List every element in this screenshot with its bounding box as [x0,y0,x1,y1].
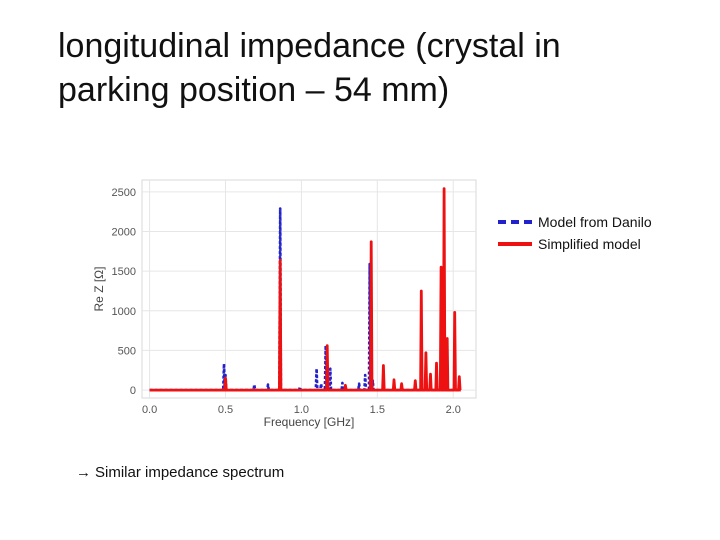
peak-point-simplified-model [383,365,384,366]
series-line-simplified-model [149,187,462,392]
legend-item-model-from-danilo: Model from Danilo [498,211,713,233]
peak-point-simplified-model [345,385,346,386]
peak-point-model-from-danilo [321,383,322,384]
peak-point-model-from-danilo [359,383,360,384]
peak-point-model-from-danilo [365,374,366,375]
peak-point-model-from-danilo [223,363,224,364]
peak-point-simplified-model [430,374,431,375]
peak-point-simplified-model [459,376,460,377]
y-tick-label: 0 [130,385,136,397]
legend-label-model-from-danilo: Model from Danilo [538,214,652,230]
peak-point-simplified-model [444,188,445,189]
x-tick-label: 0.0 [142,404,157,416]
chart-legend: Model from Danilo Simplified model [498,211,713,255]
series-line-model-from-danilo [149,207,461,392]
x-axis-label: Frequency [GHz] [264,415,355,429]
arrow-right-icon: → [76,464,91,481]
x-tick-label: 1.0 [294,404,309,416]
y-tick-label: 2500 [112,187,136,199]
slide-title: longitudinal impedance (crystal in parki… [58,27,561,109]
legend-swatch-dashed-blue [498,220,532,224]
peak-point-simplified-model [225,378,226,379]
x-tick-label: 0.5 [218,404,233,416]
tick-labels: 0 500 1000 1500 2000 2500 0.0 0.5 1.0 1.5 2.0 [112,187,461,416]
conclusion-note: → Similar impedance spectrum [76,464,284,481]
peak-point-simplified-model [371,241,372,242]
peak-point-model-from-danilo [254,384,255,385]
legend-swatch-solid-red [498,242,532,246]
y-tick-label: 500 [118,345,136,357]
peak-point-simplified-model [280,260,281,261]
peak-point-simplified-model [454,312,455,313]
peak-point-simplified-model [421,290,422,291]
peak-point-simplified-model [393,379,394,380]
series-layer [149,187,462,392]
peak-point-model-from-danilo [299,386,300,387]
x-tick-label: 1.5 [370,404,385,416]
peak-point-simplified-model [327,345,328,346]
peak-point-model-from-danilo [225,374,226,375]
y-axis-label: Re Z [Ω] [92,267,106,312]
x-tick-label: 2.0 [446,404,461,416]
y-tick-label: 1500 [112,266,136,278]
peak-point-simplified-model [415,380,416,381]
y-tick-label: 1000 [112,306,136,318]
peak-point-model-from-danilo [316,368,317,369]
peak-point-model-from-danilo [280,208,281,209]
peak-point-simplified-model [436,363,437,364]
peak-point-simplified-model [441,267,442,268]
peak-point-model-from-danilo [267,384,268,385]
peak-point-simplified-model [447,338,448,339]
legend-label-simplified-model: Simplified model [538,236,641,252]
impedance-chart: 0 500 1000 1500 2000 2500 0.0 0.5 1.0 1.5 2.0 Freq… [88,174,488,434]
peak-point-model-from-danilo [342,382,343,383]
peak-point-model-from-danilo [330,368,331,369]
peak-point-simplified-model [425,352,426,353]
peak-point-simplified-model [401,383,402,384]
legend-item-simplified-model: Simplified model [498,233,713,255]
conclusion-text: Similar impedance spectrum [95,464,285,481]
y-tick-label: 2000 [112,227,136,239]
impedance-chart-svg: 0 500 1000 1500 2000 2500 0.0 0.5 1.0 1.5 2.0 Freq… [92,179,477,429]
